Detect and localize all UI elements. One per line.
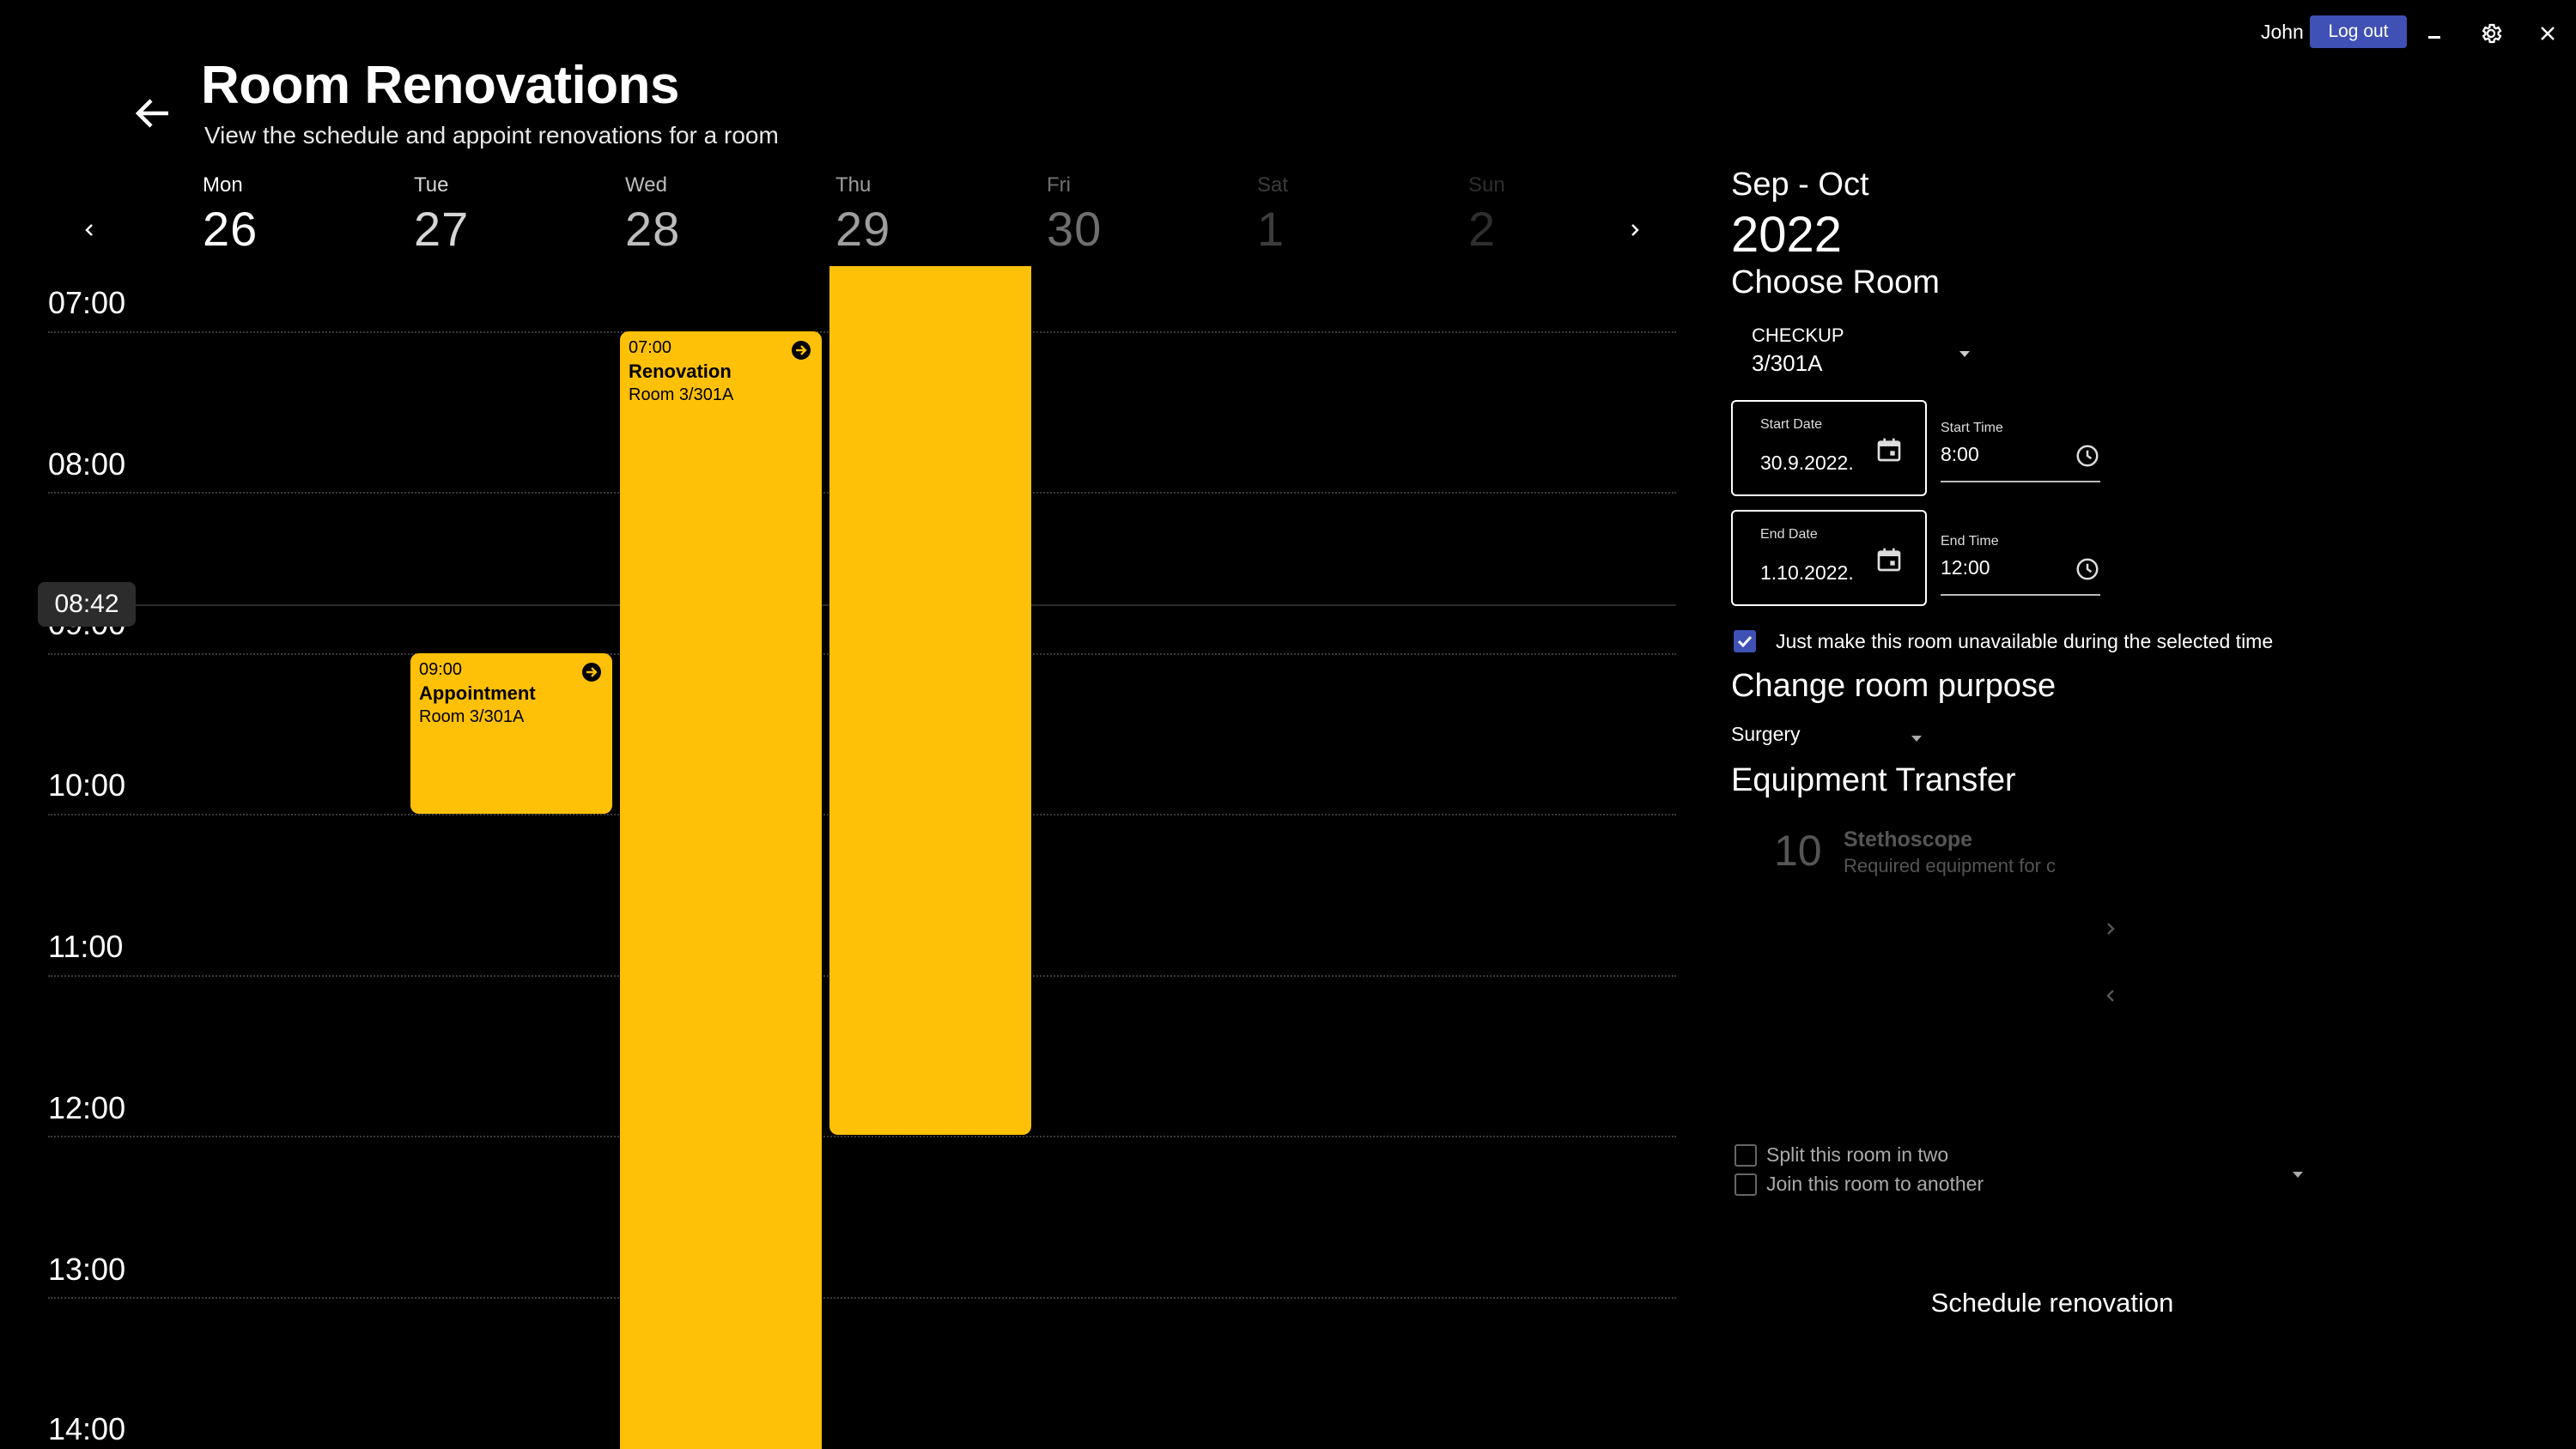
start-date-field[interactable]: Start Date 30.9.2022. [1731, 400, 1927, 496]
room-category: CHECKUP [1752, 324, 1844, 346]
transfer-left-chevron-icon[interactable] [2100, 985, 2121, 1006]
dropdown-arrow-icon[interactable] [1956, 345, 1973, 362]
day-header-thu: Thu 29 [835, 173, 964, 257]
day-header-wed: Wed 28 [625, 173, 754, 257]
minimize-icon[interactable] [2420, 19, 2449, 48]
grid-line [48, 1297, 1676, 1299]
start-time-value: 8:00 [1941, 443, 1979, 465]
day-header-sat: Sat 1 [1257, 173, 1386, 257]
day-number: 30 [1047, 202, 1103, 256]
equipment-name: Stethoscope [1844, 828, 1973, 852]
arrow-circle-icon[interactable] [581, 662, 602, 682]
day-name: Tue [414, 173, 449, 197]
equipment-transfer-title: Equipment Transfer [1731, 762, 2016, 798]
day-number: 2 [1468, 202, 1497, 256]
start-time-label: Start Time [1941, 421, 2003, 435]
transfer-right-chevron-icon[interactable] [2100, 919, 2121, 939]
split-room-checkbox[interactable] [1735, 1144, 1757, 1167]
room-value: 3/301A [1752, 350, 1823, 376]
calendar-icon[interactable] [1875, 546, 1903, 573]
day-name: Sun [1468, 173, 1505, 197]
unavailable-label: Just make this room unavailable during t… [1776, 630, 2274, 652]
end-time-field[interactable]: End Time 12:00 [1941, 534, 2100, 596]
schedule-renovation-button[interactable]: Schedule renovation [1889, 1277, 2215, 1329]
event-appointment[interactable]: 09:00 Appointment Room 3/301A [410, 653, 612, 814]
day-number: 27 [414, 202, 470, 256]
close-icon[interactable] [2533, 19, 2562, 48]
event-title: Appointment [419, 682, 536, 704]
event-title: Renovation [629, 361, 732, 382]
start-date-value: 30.9.2022. [1760, 452, 1854, 474]
next-week-chevron-icon[interactable] [1619, 215, 1650, 246]
equipment-quantity: 10 [1774, 827, 1822, 875]
start-date-label: Start Date [1760, 417, 1823, 432]
arrow-circle-icon[interactable] [791, 340, 811, 361]
day-number: 26 [203, 202, 258, 256]
day-number: 29 [835, 202, 891, 256]
day-header-fri: Fri 30 [1047, 173, 1176, 257]
join-room-label: Join this room to another [1766, 1173, 1984, 1195]
end-time-label: End Time [1941, 534, 1999, 549]
end-time-value: 12:00 [1941, 556, 1990, 579]
day-name: Sat [1257, 173, 1289, 197]
page-title: Room Renovations [201, 56, 679, 115]
hour-label: 11:00 [48, 929, 124, 964]
choose-room-title: Choose Room [1731, 264, 1940, 300]
end-date-label: End Date [1760, 527, 1818, 542]
day-header-sun: Sun 2 [1468, 173, 1597, 257]
hour-label: 08:00 [48, 446, 126, 482]
page-subtitle: View the schedule and appoint renovation… [204, 122, 779, 149]
day-name: Mon [203, 173, 243, 197]
change-purpose-title: Change room purpose [1731, 668, 2057, 704]
month-range: Sep - Oct [1731, 167, 1869, 203]
room-select[interactable]: CHECKUP 3/301A [1752, 324, 1982, 383]
event-room: Room 3/301A [629, 385, 734, 404]
day-name: Wed [625, 173, 667, 197]
purpose-select[interactable]: Surgery [1731, 723, 1801, 745]
day-name: Thu [835, 173, 872, 197]
prev-week-chevron-icon[interactable] [74, 215, 105, 246]
back-arrow-icon[interactable] [134, 94, 172, 132]
dropdown-arrow-icon[interactable] [1908, 730, 1925, 747]
checkmark-icon [1737, 635, 1753, 648]
clock-icon[interactable] [2075, 443, 2100, 469]
dropdown-arrow-icon[interactable] [2289, 1166, 2306, 1183]
day-number: 1 [1257, 202, 1285, 256]
start-time-field[interactable]: Start Time 8:00 [1941, 421, 2100, 482]
split-room-label: Split this room in two [1766, 1143, 1949, 1166]
hour-label: 14:00 [48, 1411, 126, 1446]
hour-label: 07:00 [48, 285, 126, 320]
year: 2022 [1731, 207, 1843, 263]
day-header-tue: Tue 27 [414, 173, 543, 257]
calendar-icon[interactable] [1875, 436, 1903, 464]
current-time-badge: 08:42 [38, 582, 136, 627]
event-renovation[interactable]: 07:00 Renovation Room 3/301A [620, 331, 822, 1449]
event-room: Room 3/301A [419, 707, 525, 726]
join-room-checkbox[interactable] [1735, 1173, 1757, 1196]
equipment-description: Required equipment for checkups [1844, 855, 2055, 876]
day-number: 28 [625, 202, 681, 256]
day-name: Fri [1047, 173, 1071, 197]
day-header-mon: Mon 26 [203, 173, 331, 257]
grid-line [48, 1136, 1676, 1137]
event-time: 07:00 [629, 338, 672, 357]
event-time: 09:00 [419, 660, 463, 679]
hour-label: 10:00 [48, 767, 126, 803]
logout-button[interactable]: Log out [2310, 15, 2407, 48]
gear-icon[interactable] [2476, 19, 2506, 48]
end-date-value: 1.10.2022. [1760, 561, 1854, 584]
clock-icon[interactable] [2075, 556, 2100, 582]
hour-label: 13:00 [48, 1252, 126, 1287]
hour-label: 12:00 [48, 1090, 126, 1125]
unavailable-checkbox[interactable] [1734, 630, 1756, 652]
end-date-field[interactable]: End Date 1.10.2022. [1731, 510, 1927, 606]
selection-block[interactable] [829, 266, 1031, 1135]
